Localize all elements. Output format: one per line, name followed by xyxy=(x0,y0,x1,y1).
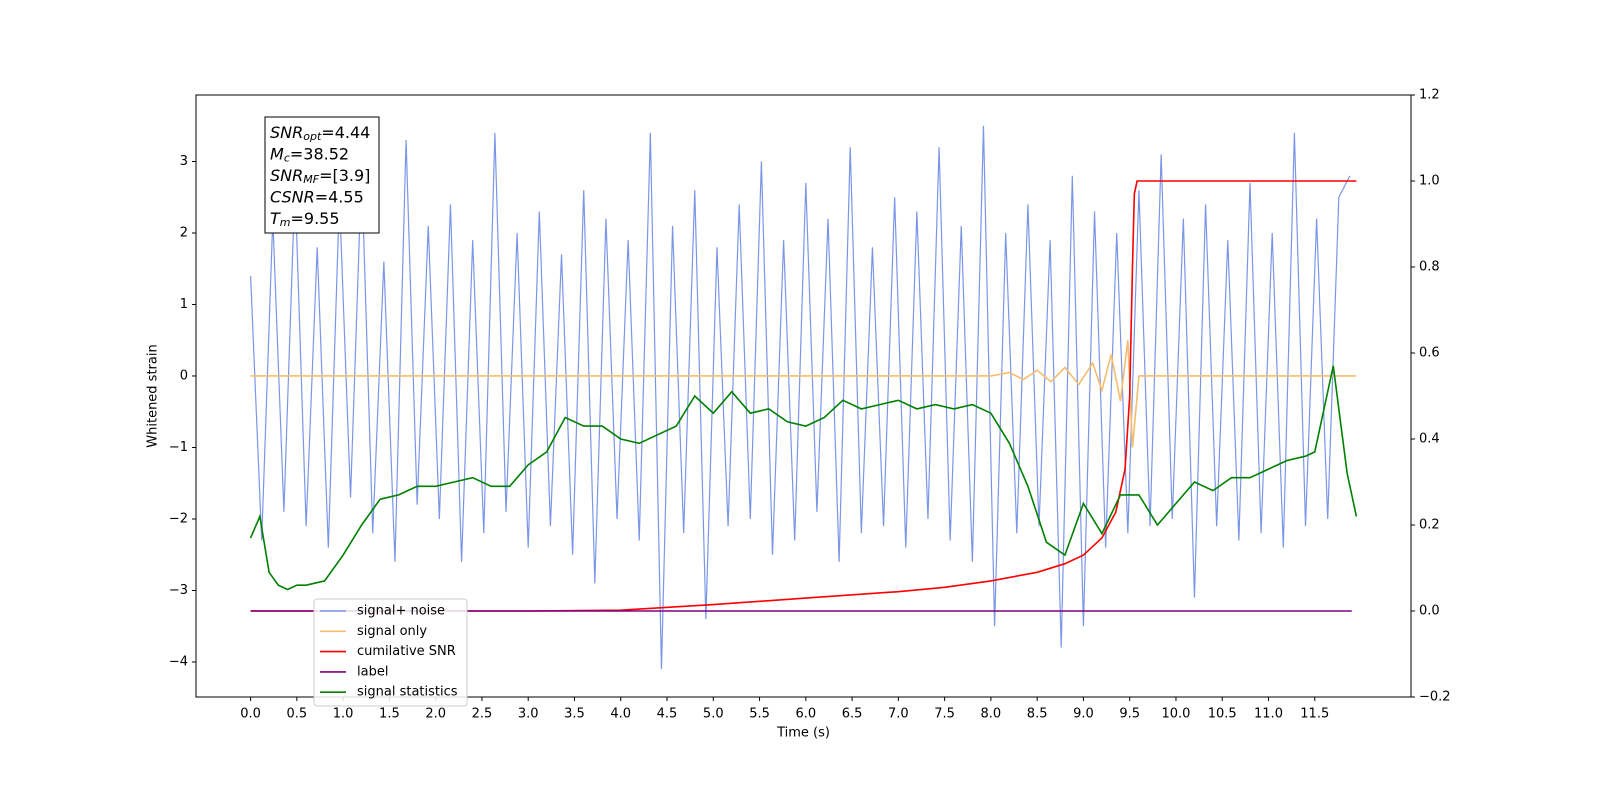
legend-label: label xyxy=(357,664,388,679)
x-tick-label: 2.0 xyxy=(425,707,446,722)
y2-tick-label: 0.0 xyxy=(1419,604,1440,619)
x-tick-label: 10.5 xyxy=(1208,707,1237,722)
x-tick-label: 11.5 xyxy=(1300,707,1329,722)
annotation-value: =4.55 xyxy=(315,187,364,206)
x-tick-label: 4.5 xyxy=(657,707,678,722)
annotation-symbol: M xyxy=(270,144,284,163)
series-line xyxy=(250,340,1357,448)
x-tick-label: 8.0 xyxy=(981,707,1002,722)
x-tick-label: 4.0 xyxy=(610,707,631,722)
x-tick-label: 2.5 xyxy=(472,707,493,722)
y2-tick-label: 0.4 xyxy=(1419,432,1440,447)
annotation-line: CSNR=4.55 xyxy=(270,187,364,206)
annotation-symbol: T xyxy=(270,209,281,228)
y-tick-label: 1 xyxy=(180,297,188,312)
annotation-line: SNRMF=[3.9] xyxy=(270,166,370,187)
x-tick-label: 0.5 xyxy=(287,707,308,722)
x-tick-label: 7.0 xyxy=(888,707,909,722)
annotation-box: SNRopt=4.44Mc=38.52SNRMF=[3.9]CSNR=4.55T… xyxy=(264,116,380,234)
x-tick-label: 3.5 xyxy=(564,707,585,722)
x-tick-label: 11.0 xyxy=(1254,707,1283,722)
legend-label: signal statistics xyxy=(357,685,458,700)
annotation-line: Tm=9.55 xyxy=(270,209,340,230)
x-tick-label: 6.0 xyxy=(795,707,816,722)
y2-tick-label: 0.2 xyxy=(1419,518,1440,533)
x-tick-label: 5.5 xyxy=(749,707,770,722)
x-tick-label: 9.0 xyxy=(1073,707,1094,722)
y2-tick-label: 1.2 xyxy=(1419,88,1440,103)
y-tick-label: −1 xyxy=(169,440,188,455)
annotation-subscript: MF xyxy=(303,173,319,186)
y-tick-label: 3 xyxy=(180,154,188,169)
series-line xyxy=(250,125,1351,670)
x-tick-label: 1.0 xyxy=(333,707,354,722)
y-tick-label: −2 xyxy=(169,511,188,526)
series-line xyxy=(249,365,1358,591)
x-tick-label: 0.0 xyxy=(240,707,261,722)
y-tick-label: −4 xyxy=(169,654,188,669)
legend: signal+ noise signal only cumilative SNR la… xyxy=(313,598,468,707)
annotation-value: =9.55 xyxy=(291,209,340,228)
y2-tick-label: −0.2 xyxy=(1419,690,1451,705)
x-tick-label: 8.5 xyxy=(1027,707,1048,722)
plot-frame xyxy=(195,94,1412,698)
x-tick-label: 5.0 xyxy=(703,707,724,722)
legend-label: signal+ noise xyxy=(357,604,445,619)
y-tick-label: 0 xyxy=(180,368,188,383)
annotation-subscript: c xyxy=(284,152,290,165)
annotation-value: =38.52 xyxy=(290,144,349,163)
annotation-value: =[3.9] xyxy=(319,166,370,185)
legend-label: signal only xyxy=(357,624,427,639)
annotation-line: Mc=38.52 xyxy=(270,144,349,165)
annotation-subscript: opt xyxy=(303,130,322,143)
y2-tick-label: 1.0 xyxy=(1419,174,1440,189)
y2-tick-label: 0.8 xyxy=(1419,260,1440,275)
legend-label: cumilative SNR xyxy=(357,644,456,659)
x-tick-label: 9.5 xyxy=(1119,707,1140,722)
annotation-line: SNRopt=4.44 xyxy=(270,123,370,144)
annotation-symbol: SNR xyxy=(270,123,303,142)
annotation-symbol: SNR xyxy=(270,166,303,185)
plot-lines xyxy=(249,125,1358,670)
y-tick-label: 2 xyxy=(180,225,188,240)
x-tick-label: 10.0 xyxy=(1161,707,1190,722)
x-tick-label: 1.5 xyxy=(379,707,400,722)
series-line xyxy=(250,180,1357,612)
y-axis-label: Whitened strain xyxy=(146,344,161,447)
x-axis-label: Time (s) xyxy=(776,726,830,741)
x-tick-label: 6.5 xyxy=(842,707,863,722)
x-tick-label: 3.0 xyxy=(518,707,539,722)
y2-tick-label: 0.6 xyxy=(1419,346,1440,361)
y-tick-label: −3 xyxy=(169,583,188,598)
x-tick-label: 7.5 xyxy=(934,707,955,722)
annotation-frame xyxy=(264,116,380,234)
annotation-symbol: CSNR xyxy=(270,187,315,206)
legend-frame xyxy=(313,598,468,707)
annotation-value: =4.44 xyxy=(321,123,370,142)
annotation-subscript: m xyxy=(280,216,291,229)
